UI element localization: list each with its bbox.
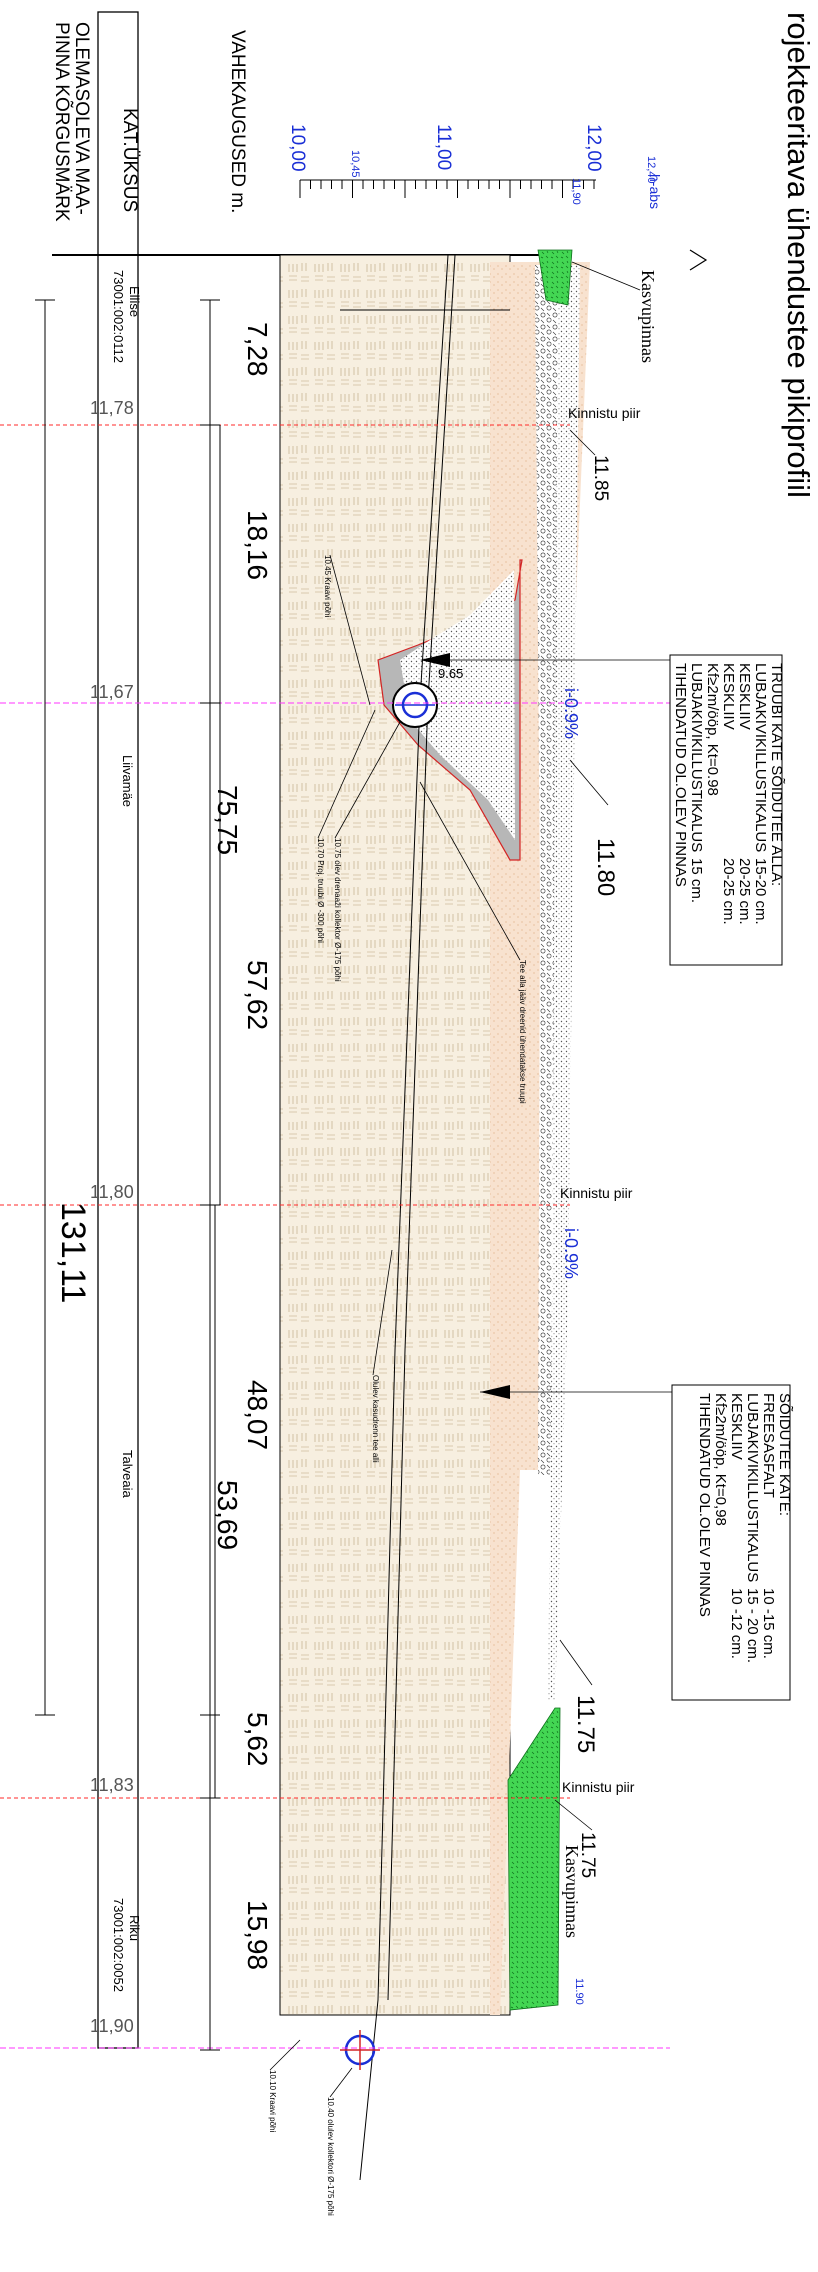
spec-line: LUBJAKIVIKILLUSTIKALUS (752, 663, 769, 852)
topsoil-wedge-bottom (507, 1707, 561, 2011)
scale-1200: 12,00 (583, 124, 604, 172)
spec-value: 10 -12 cm. (728, 1588, 745, 1659)
ground-elev-1: 11,78 (90, 398, 134, 418)
distance-2: 18,16 (242, 510, 273, 580)
scale-1000: 10,00 (287, 124, 308, 172)
underdrain-label: Tee alla jääv dreenid ühendatakse truupi (518, 960, 527, 1104)
cadastral-2-name: Liivamäe (120, 755, 135, 807)
spec-value: 20-25 cm. (720, 858, 737, 925)
cadastral-1-name: Ellise (127, 286, 142, 317)
scale-1045: 10,45 (349, 150, 361, 178)
culvert-spec-text: TRUUBI KATE SÕIDUTEE ALLA:LUBJAKIVIKILLU… (672, 663, 785, 925)
distance-6: 15,98 (242, 1900, 273, 1970)
existing-drain-line-2 (387, 254, 456, 2001)
scale-1240: 12,40 (645, 156, 657, 184)
elev-965-label: 9.65 (438, 666, 463, 681)
distance-4: 48,07 (242, 1380, 273, 1450)
spec-line: KESKLIIV (728, 1393, 745, 1460)
drawing-title: rojekteeritava ühendustee pikiprofiil (781, 12, 816, 498)
spec-line: SÕIDUTEE KATE: (776, 1393, 793, 1516)
topsoil-label-1: Kasvupinnas (638, 270, 658, 363)
boundary-label-3: Kinnistu piir (562, 1779, 635, 1795)
pipe-1070-label: 10.70 Proj. truubi Ø -300 põhi (316, 838, 325, 943)
arrow-culvert (420, 653, 450, 667)
spec-value: 15 - 20 cm. (744, 1588, 761, 1663)
scale-label: h-abs (647, 174, 663, 209)
cadastral-label: KAT.ÜKSUS (119, 108, 140, 212)
scale-1190: 11,90 (570, 178, 582, 205)
topsoil-wedge-top (537, 249, 573, 306)
distance-1: 7,28 (242, 322, 273, 377)
arrow-road (480, 1385, 510, 1399)
elev-1190-label: 11.90 (573, 1978, 585, 2005)
spec-line: TIHENDATUD OL.OLEV PINNAS (696, 1393, 713, 1617)
spec-line: FREESASFALT (760, 1393, 777, 1498)
ground-elev-2: 11,67 (90, 682, 134, 702)
cadastral-4-name: Riku (127, 1915, 142, 1941)
boundary-label-2: Kinnistu piir (560, 1185, 633, 1201)
spec-line: TIHENDATUD OL.OLEV PINNAS (672, 663, 689, 887)
elev-1175a-label: 11.75 (572, 1695, 599, 1753)
spec-line: KESKLIIV (736, 663, 753, 730)
ground-elev-3: 11,80 (90, 1182, 134, 1202)
asphalt-layer (548, 265, 580, 1700)
collector-1075-label: 10.75 olev drenaaži kollektor Ø-175 põhi (333, 838, 342, 982)
spec-line: LUBJAKIVIKILLUSTIKALUS (688, 663, 705, 852)
ground-elevation-label-line1: OLEMASOLEVA MAA- (71, 22, 92, 215)
total-distance: 131,11 (54, 1202, 92, 1303)
ground-elev-5: 11,90 (90, 2016, 134, 2036)
ground-elevation-label-line2: PINNA KÕRGUSMÄRK (51, 22, 73, 222)
culvert-fill (400, 570, 515, 840)
spec-line: Kf≥2m/ööp, Kt=0.98 (704, 663, 721, 796)
dimension-lines (35, 299, 221, 2051)
elev-1175b-label: 11.75 (577, 1832, 598, 1878)
elev-1180-label: 11.80 (592, 838, 619, 896)
cumulative-distance-2: 53,69 (212, 1480, 243, 1550)
ditch-1010-label: 10.10 Kraavi põhi (268, 2070, 277, 2132)
cadastral-4-code: 73001:002:0052 (111, 1898, 126, 1992)
culvert-pipe (392, 682, 438, 728)
scale-1100: 11,00 (433, 124, 454, 170)
spec-line: Kf≥2m/ööp, Kt=0,98 (712, 1393, 729, 1526)
road-spec-box (671, 1384, 791, 1701)
ditch-1045-label: 10.45 Kraavi põhi (323, 555, 332, 617)
existing-drain-line (359, 254, 449, 2181)
spec-line: TRUUBI KATE SÕIDUTEE ALLA: (768, 663, 785, 886)
spec-value: 15 cm. (688, 858, 705, 903)
spec-value: 15-20 cm. (752, 858, 769, 925)
slope-label-2: i-0.9% (561, 1228, 581, 1279)
spec-line: KESKLIIV (720, 663, 737, 730)
spec-value: 10 -15 cm. (760, 1588, 777, 1659)
culvert-spec-box (669, 654, 783, 966)
spec-value: 20-25 cm. (736, 858, 753, 925)
existing-drain-label: Olulev kasudrenn tee alli (371, 1375, 380, 1463)
elevation-scale: h-abs 12,40 12,00 11,90 11,00 10,45 10,0… (287, 124, 708, 271)
leader-lines (269, 261, 672, 2098)
collector-1040-label: 10.40 olulev kollektori Ø-175 põhi (326, 2097, 335, 2216)
distance-5: 5,62 (242, 1712, 273, 1767)
elev-1185-label: 11.85 (590, 455, 611, 501)
cadastral-1-code: 73001:002:0112 (111, 270, 126, 363)
distances-label: VAHEKAUGUSED m. (227, 30, 248, 213)
distance-3: 57,62 (242, 960, 273, 1030)
slope-label-1: i-0.9% (561, 688, 581, 739)
collector-pipe (340, 2030, 380, 2070)
cadastral-3-name: Talveaia (120, 1450, 135, 1498)
spec-line: LUBJAKIVIKILLUSTIKALUS (744, 1393, 761, 1582)
road-spec-text: SÕIDUTEE KATE:FREESASFALT 10 -15 cm. LUBJA… (696, 1393, 793, 1663)
ground-elev-4: 11,83 (90, 1775, 134, 1795)
cumulative-distance-1: 75,75 (212, 785, 243, 855)
topsoil-label-2: Kasvupinnas (562, 1845, 582, 1938)
boundary-label-1: Kinnistu piir (568, 405, 641, 421)
